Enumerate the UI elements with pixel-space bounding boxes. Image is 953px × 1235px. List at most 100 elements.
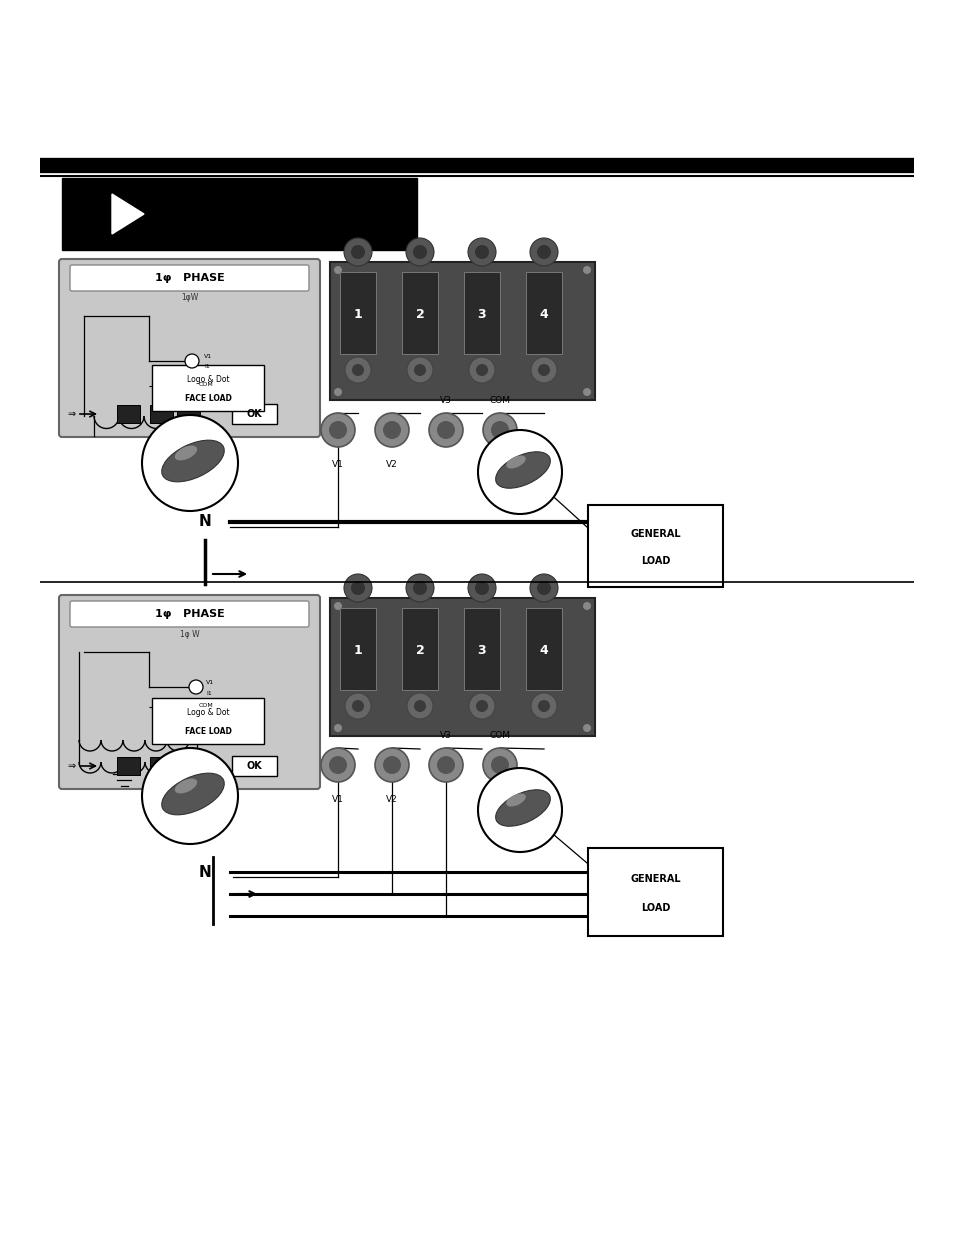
Circle shape [530, 574, 558, 601]
Circle shape [407, 693, 433, 719]
Text: I1: I1 [206, 690, 212, 695]
FancyBboxPatch shape [70, 266, 309, 291]
Circle shape [334, 388, 341, 396]
Text: LOAD: LOAD [640, 556, 670, 566]
Text: V1: V1 [332, 795, 344, 804]
Text: Logo & Dot: Logo & Dot [187, 708, 229, 718]
Circle shape [345, 357, 371, 383]
Bar [463, 272, 499, 354]
Bar [177, 405, 200, 424]
Circle shape [436, 756, 455, 774]
Circle shape [142, 415, 237, 511]
Text: 2: 2 [416, 308, 424, 321]
Ellipse shape [174, 446, 197, 461]
Circle shape [406, 238, 434, 266]
Bar [401, 272, 437, 354]
Bar [150, 405, 172, 424]
Circle shape [320, 412, 355, 447]
FancyBboxPatch shape [70, 601, 309, 627]
Circle shape [413, 580, 427, 595]
Ellipse shape [162, 440, 224, 482]
Ellipse shape [496, 452, 550, 488]
Text: V2: V2 [206, 768, 214, 773]
Circle shape [189, 768, 203, 782]
Circle shape [530, 238, 558, 266]
Circle shape [537, 245, 551, 259]
Text: V1: V1 [332, 459, 344, 469]
Circle shape [334, 266, 341, 274]
Bar [150, 757, 172, 776]
Circle shape [482, 748, 517, 782]
FancyBboxPatch shape [59, 595, 319, 789]
Circle shape [468, 238, 496, 266]
Circle shape [375, 748, 409, 782]
Circle shape [345, 693, 371, 719]
Text: 1: 1 [354, 643, 362, 657]
Text: 1: 1 [354, 308, 362, 321]
Circle shape [436, 421, 455, 438]
Text: V3: V3 [439, 731, 452, 740]
Circle shape [375, 412, 409, 447]
Circle shape [582, 601, 590, 610]
Text: V3: V3 [439, 396, 452, 405]
Circle shape [475, 580, 489, 595]
Text: V2: V2 [386, 459, 397, 469]
Circle shape [344, 574, 372, 601]
Bar [339, 608, 375, 690]
Text: Logo & Dot: Logo & Dot [187, 375, 229, 384]
Text: 1φW: 1φW [181, 294, 198, 303]
Circle shape [142, 748, 237, 844]
Circle shape [334, 601, 341, 610]
Circle shape [351, 245, 365, 259]
Circle shape [491, 421, 509, 438]
Circle shape [414, 364, 426, 375]
Bar [117, 757, 140, 776]
Circle shape [469, 357, 495, 383]
Text: 1φ W: 1φ W [179, 630, 199, 638]
Circle shape [320, 748, 355, 782]
Bar [587, 848, 722, 936]
Circle shape [476, 700, 488, 713]
Text: LOAD: LOAD [640, 903, 670, 913]
Ellipse shape [174, 778, 197, 793]
Polygon shape [112, 194, 144, 233]
Bar [587, 505, 722, 587]
Bar [232, 756, 276, 776]
Circle shape [531, 357, 557, 383]
Circle shape [429, 412, 462, 447]
Text: OK: OK [247, 761, 262, 771]
Circle shape [185, 354, 199, 368]
Bar [117, 405, 140, 424]
Circle shape [476, 364, 488, 375]
Bar [339, 272, 375, 354]
Text: ⇒: ⇒ [67, 761, 75, 771]
Circle shape [351, 580, 365, 595]
Ellipse shape [162, 773, 224, 815]
Circle shape [329, 421, 347, 438]
Circle shape [382, 421, 400, 438]
Bar [525, 608, 561, 690]
Text: 1φ   PHASE: 1φ PHASE [154, 609, 224, 619]
Circle shape [582, 724, 590, 732]
Circle shape [382, 756, 400, 774]
Text: V2: V2 [386, 795, 397, 804]
Text: I2: I2 [206, 778, 212, 783]
Ellipse shape [496, 790, 550, 826]
Circle shape [468, 574, 496, 601]
Bar [152, 366, 264, 411]
Bar [177, 757, 200, 776]
Circle shape [582, 388, 590, 396]
Text: COM: COM [199, 703, 213, 708]
Bar [232, 404, 276, 424]
Text: 3: 3 [477, 643, 486, 657]
Text: FACE LOAD: FACE LOAD [184, 394, 232, 403]
Circle shape [475, 245, 489, 259]
Text: 2: 2 [416, 643, 424, 657]
Bar [330, 262, 595, 400]
Bar [463, 608, 499, 690]
Bar [330, 598, 595, 736]
Circle shape [329, 756, 347, 774]
Text: ⇒: ⇒ [67, 409, 75, 419]
Circle shape [491, 756, 509, 774]
Bar [152, 698, 264, 743]
